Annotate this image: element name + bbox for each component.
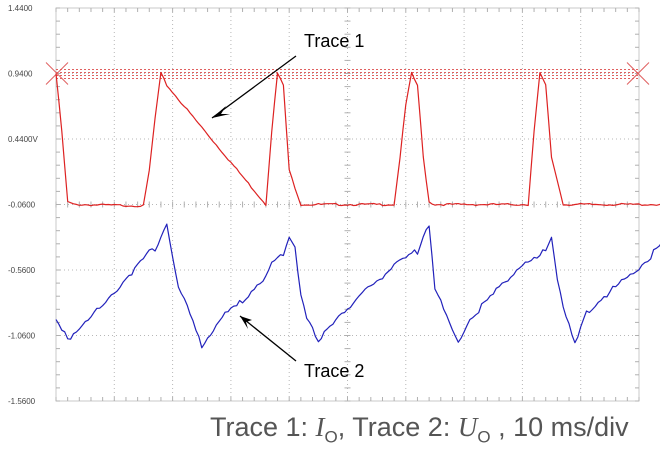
series-line-trace-2 — [55, 223, 660, 349]
annotation-trace-2: Trace 2 — [304, 361, 364, 381]
caption-subscript-2: O — [477, 427, 491, 447]
series-layer — [55, 71, 660, 349]
oscilloscope-chart: 1.4400 0.9400 0.4400V -0.0600 -0.5600 -1.0600… — [8, 4, 660, 406]
trigger-marker — [45, 62, 69, 85]
annotation-trace-2-arrow — [239, 315, 297, 362]
annotation-trace-1-arrowhead — [212, 106, 230, 118]
annotation-trace-1-arrow — [211, 55, 297, 119]
y-tick-label: -1.5600 — [8, 397, 36, 406]
series-line-trace-1 — [55, 71, 660, 208]
caption-symbol-1: I — [315, 412, 325, 442]
y-axis-labels: 1.4400 0.9400 0.4400V -0.0600 -0.5600 -1.0600… — [8, 4, 38, 406]
trigger-marker — [626, 62, 650, 85]
caption-middle: , Trace 2: — [337, 412, 458, 442]
y-tick-label: 0.4400V — [8, 135, 38, 144]
caption-symbol-2: U — [457, 412, 478, 442]
chart-caption: Trace 1: IO, Trace 2: UO , 10 ms/div — [210, 412, 655, 447]
y-tick-label: -0.5600 — [8, 266, 36, 275]
caption-prefix: Trace 1: — [210, 412, 316, 442]
annotation-trace-2-arrowhead — [240, 316, 252, 329]
caption-suffix: , 10 ms/div — [490, 412, 629, 442]
y-tick-label: -0.0600 — [8, 201, 36, 210]
y-tick-label: -1.0600 — [8, 332, 36, 341]
y-tick-label: 1.4400 — [8, 4, 33, 13]
caption-subscript-1: O — [324, 427, 338, 447]
y-tick-label: 0.9400 — [8, 70, 33, 79]
annotation-trace-1: Trace 1 — [304, 31, 364, 51]
